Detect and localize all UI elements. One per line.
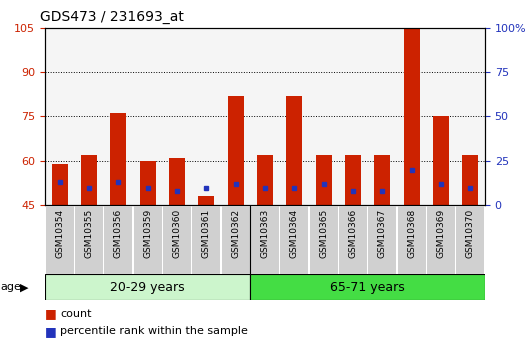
FancyBboxPatch shape <box>163 206 191 274</box>
Text: GSM10367: GSM10367 <box>378 209 387 258</box>
Bar <box>81 155 97 205</box>
Text: GSM10363: GSM10363 <box>261 209 269 258</box>
Bar <box>51 164 68 205</box>
Bar <box>139 161 156 205</box>
FancyBboxPatch shape <box>75 206 103 274</box>
Text: GDS473 / 231693_at: GDS473 / 231693_at <box>40 10 183 24</box>
Bar <box>198 196 215 205</box>
Bar <box>257 155 273 205</box>
FancyBboxPatch shape <box>46 206 74 274</box>
FancyBboxPatch shape <box>368 206 396 274</box>
Text: 20-29 years: 20-29 years <box>110 281 185 294</box>
FancyBboxPatch shape <box>222 206 250 274</box>
Text: percentile rank within the sample: percentile rank within the sample <box>60 326 248 336</box>
Text: GSM10361: GSM10361 <box>202 209 211 258</box>
Text: 65-71 years: 65-71 years <box>330 281 405 294</box>
Text: GSM10362: GSM10362 <box>231 209 240 258</box>
Text: GSM10354: GSM10354 <box>55 209 64 258</box>
Bar <box>433 117 449 205</box>
Text: age: age <box>0 282 21 292</box>
FancyBboxPatch shape <box>427 206 455 274</box>
Bar <box>345 155 361 205</box>
Bar <box>462 155 479 205</box>
FancyBboxPatch shape <box>280 206 308 274</box>
Text: GSM10356: GSM10356 <box>114 209 123 258</box>
Bar <box>110 114 127 205</box>
Text: GSM10365: GSM10365 <box>319 209 328 258</box>
FancyBboxPatch shape <box>398 206 426 274</box>
FancyBboxPatch shape <box>104 206 132 274</box>
Text: GSM10364: GSM10364 <box>290 209 299 258</box>
Text: GSM10370: GSM10370 <box>466 209 475 258</box>
FancyBboxPatch shape <box>192 206 220 274</box>
FancyBboxPatch shape <box>456 206 484 274</box>
FancyBboxPatch shape <box>250 274 485 300</box>
Text: GSM10368: GSM10368 <box>407 209 416 258</box>
Text: GSM10359: GSM10359 <box>143 209 152 258</box>
Text: ■: ■ <box>45 307 57 321</box>
Bar <box>286 96 303 205</box>
Text: GSM10369: GSM10369 <box>437 209 445 258</box>
Text: ■: ■ <box>45 325 57 338</box>
Bar <box>374 155 391 205</box>
Bar <box>227 96 244 205</box>
Bar <box>403 28 420 205</box>
Text: GSM10366: GSM10366 <box>349 209 357 258</box>
Text: ▶: ▶ <box>20 282 29 292</box>
Text: GSM10360: GSM10360 <box>173 209 181 258</box>
Text: count: count <box>60 309 91 319</box>
Bar <box>315 155 332 205</box>
FancyBboxPatch shape <box>310 206 338 274</box>
Text: GSM10355: GSM10355 <box>85 209 93 258</box>
FancyBboxPatch shape <box>134 206 162 274</box>
Bar <box>169 158 185 205</box>
FancyBboxPatch shape <box>251 206 279 274</box>
FancyBboxPatch shape <box>339 206 367 274</box>
FancyBboxPatch shape <box>45 274 250 300</box>
